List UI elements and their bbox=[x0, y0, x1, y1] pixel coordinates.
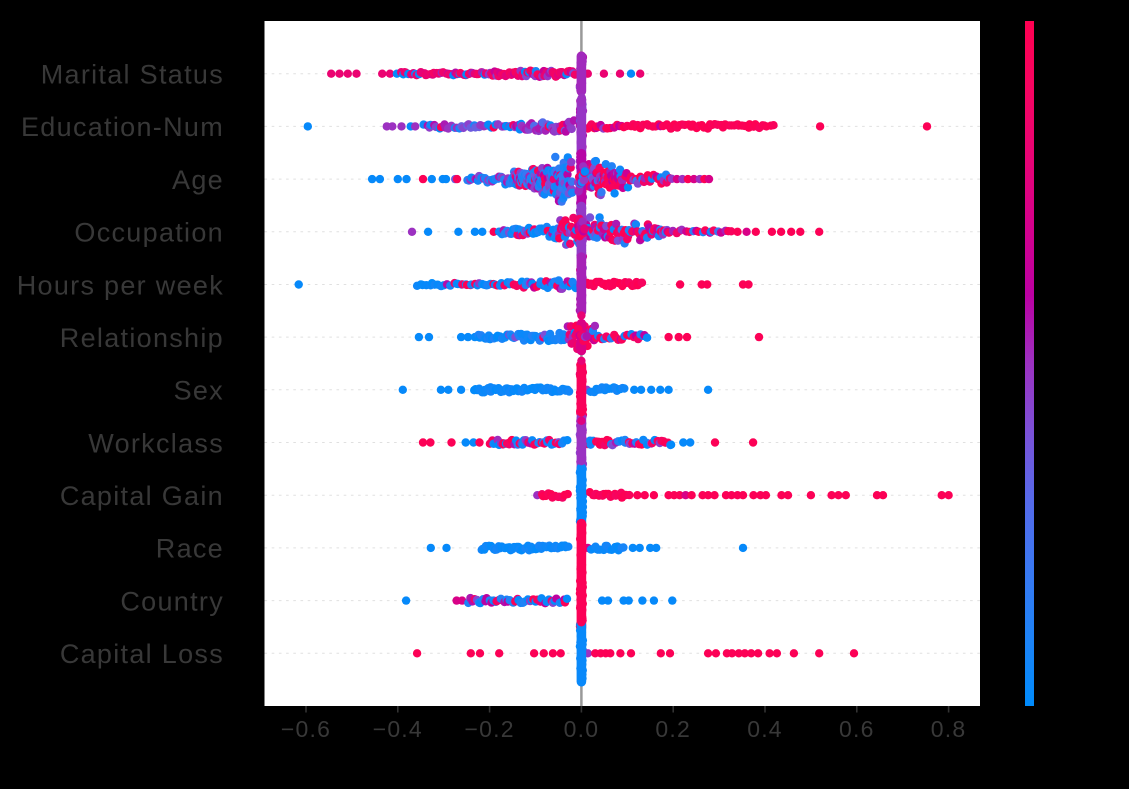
svg-text:0.8: 0.8 bbox=[931, 716, 967, 742]
svg-text:−0.4: −0.4 bbox=[373, 716, 423, 742]
svg-text:Race: Race bbox=[156, 534, 224, 564]
svg-text:−0.6: −0.6 bbox=[281, 716, 331, 742]
svg-text:0.2: 0.2 bbox=[655, 716, 691, 742]
svg-text:Hours per week: Hours per week bbox=[17, 270, 224, 300]
svg-text:Age: Age bbox=[172, 165, 224, 195]
svg-text:Country: Country bbox=[120, 586, 224, 616]
svg-text:0.0: 0.0 bbox=[564, 716, 600, 742]
svg-text:Capital Gain: Capital Gain bbox=[60, 481, 224, 511]
svg-text:Marital Status: Marital Status bbox=[41, 60, 224, 90]
svg-text:Capital Loss: Capital Loss bbox=[60, 639, 224, 669]
svg-text:Relationship: Relationship bbox=[60, 323, 224, 353]
svg-text:Occupation: Occupation bbox=[74, 218, 224, 248]
svg-text:Workclass: Workclass bbox=[88, 428, 224, 458]
svg-text:−0.2: −0.2 bbox=[464, 716, 514, 742]
svg-text:0.4: 0.4 bbox=[747, 716, 783, 742]
svg-text:Education-Num: Education-Num bbox=[21, 112, 224, 142]
svg-text:Sex: Sex bbox=[174, 376, 224, 406]
svg-text:0.6: 0.6 bbox=[839, 716, 875, 742]
